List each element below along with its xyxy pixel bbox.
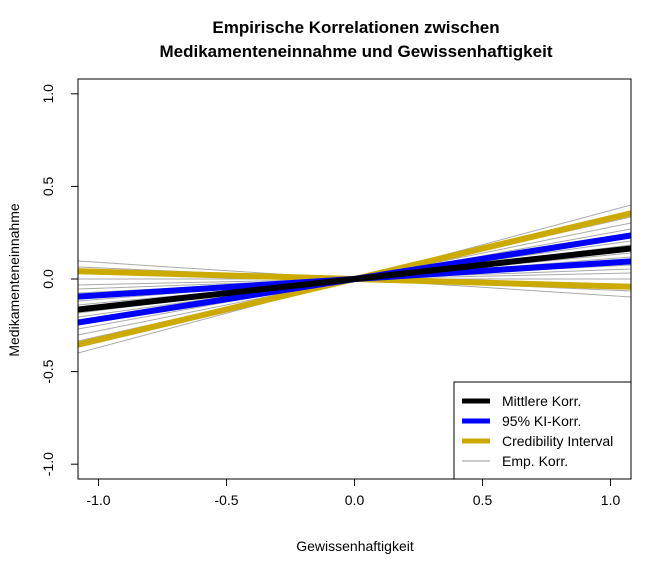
x-tick-label: 1.0 (601, 492, 621, 508)
x-tick-label: 0.5 (473, 492, 493, 508)
x-axis-label: Gewissenhaftigkeit (296, 538, 414, 554)
y-axis: -1.0 -0.5 0.0 0.5 1.0 (40, 84, 78, 476)
chart-title-line-1: Empirische Korrelationen zwischen (212, 18, 499, 37)
legend-box (453, 381, 632, 480)
series-layer (78, 204, 631, 354)
legend: Mittlere Korr. 95% KI-Korr. Credibility In… (453, 381, 632, 480)
chart-title-line-2: Medikamenteneinnahme und Gewissenhaftigk… (160, 42, 553, 61)
legend-label: Mittlere Korr. (502, 393, 581, 409)
y-axis-label: Medikamenteneinnahme (6, 203, 22, 357)
y-tick-label: -1.0 (40, 452, 56, 476)
legend-label: 95% KI-Korr. (502, 413, 581, 429)
x-tick-label: 0.0 (345, 492, 365, 508)
legend-label: Emp. Korr. (502, 453, 568, 469)
y-tick-label: -0.5 (40, 359, 56, 383)
y-tick-label: 1.0 (40, 84, 56, 104)
legend-label: Credibility Interval (502, 433, 613, 449)
mittlere-korr-line (78, 245, 631, 313)
y-tick-label: 0.0 (40, 269, 56, 289)
x-tick-label: -1.0 (86, 492, 110, 508)
y-tick-label: 0.5 (40, 176, 56, 196)
x-tick-label: -0.5 (214, 492, 238, 508)
x-axis: -1.0 -0.5 0.0 0.5 1.0 (86, 479, 620, 508)
